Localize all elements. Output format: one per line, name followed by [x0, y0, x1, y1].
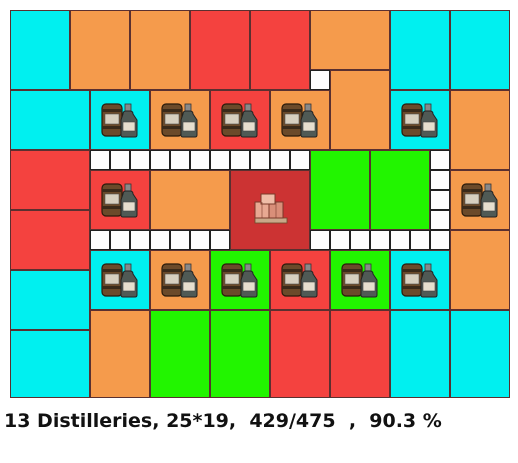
district-tile[interactable] — [390, 310, 450, 398]
road-cell — [390, 230, 410, 250]
road-cell — [430, 170, 450, 190]
road-cell — [350, 230, 370, 250]
road-cell — [130, 150, 150, 170]
road-cell — [370, 230, 390, 250]
distillery-barrel-bottle-icon — [281, 263, 318, 298]
road-cell — [90, 230, 110, 250]
distillery-barrel-bottle-icon — [341, 263, 378, 298]
road-cell — [210, 150, 230, 170]
road-cell — [430, 230, 450, 250]
road-cell — [430, 150, 450, 170]
district-tile[interactable] — [450, 230, 510, 310]
district-tile[interactable] — [10, 10, 70, 90]
district-tile[interactable] — [210, 310, 270, 398]
distillery-barrel-bottle-icon — [101, 103, 138, 138]
district-tile[interactable] — [370, 150, 430, 230]
road-cell — [290, 150, 310, 170]
road-cell — [310, 230, 330, 250]
district-tile[interactable] — [450, 90, 510, 170]
road-cell — [150, 150, 170, 170]
district-tile[interactable] — [90, 310, 150, 398]
district-tile[interactable] — [390, 10, 450, 90]
district-tile[interactable] — [310, 150, 370, 230]
district-tile[interactable] — [10, 210, 90, 270]
distillery-barrel-bottle-icon — [101, 183, 138, 218]
district-tile[interactable] — [70, 10, 130, 90]
road-cell — [250, 150, 270, 170]
road-cell — [190, 230, 210, 250]
district-tile[interactable] — [250, 10, 310, 90]
district-tile[interactable] — [190, 10, 250, 90]
district-tile[interactable] — [10, 90, 90, 150]
road-cell — [210, 230, 230, 250]
distillery-barrel-bottle-icon — [281, 103, 318, 138]
road-cell — [330, 230, 350, 250]
distillery-barrel-bottle-icon — [401, 263, 438, 298]
warehouse-tile[interactable] — [230, 170, 310, 250]
district-tile[interactable] — [330, 310, 390, 398]
status-line: 13 Distilleries, 25*19, 429/475 , 90.3 % — [4, 410, 442, 432]
road-cell — [150, 230, 170, 250]
district-tile[interactable] — [10, 330, 90, 398]
district-tile[interactable] — [270, 310, 330, 398]
district-tile[interactable] — [10, 270, 90, 330]
district-tile[interactable] — [450, 310, 510, 398]
warehouse-crates-icon — [254, 193, 288, 224]
road-cell — [110, 150, 130, 170]
distillery-barrel-bottle-icon — [161, 103, 198, 138]
distillery-barrel-bottle-icon — [221, 263, 258, 298]
distillery-barrel-bottle-icon — [461, 183, 498, 218]
district-tile[interactable] — [130, 10, 190, 90]
road-cell — [270, 150, 290, 170]
city-grid — [10, 10, 510, 398]
road-cell — [170, 230, 190, 250]
district-tile[interactable] — [450, 10, 510, 90]
distillery-barrel-bottle-icon — [221, 103, 258, 138]
district-tile[interactable] — [310, 10, 390, 70]
road-cell — [90, 150, 110, 170]
road-cell — [310, 70, 330, 90]
distillery-barrel-bottle-icon — [101, 263, 138, 298]
road-cell — [410, 230, 430, 250]
district-tile[interactable] — [150, 170, 230, 230]
road-cell — [230, 150, 250, 170]
road-cell — [190, 150, 210, 170]
district-tile[interactable] — [90, 250, 150, 310]
distillery-barrel-bottle-icon — [401, 103, 438, 138]
district-tile[interactable] — [10, 150, 90, 210]
distillery-barrel-bottle-icon — [161, 263, 198, 298]
district-tile[interactable] — [330, 70, 390, 150]
road-cell — [170, 150, 190, 170]
road-cell — [130, 230, 150, 250]
road-cell — [430, 190, 450, 210]
district-tile[interactable] — [150, 310, 210, 398]
road-cell — [430, 210, 450, 230]
road-cell — [110, 230, 130, 250]
